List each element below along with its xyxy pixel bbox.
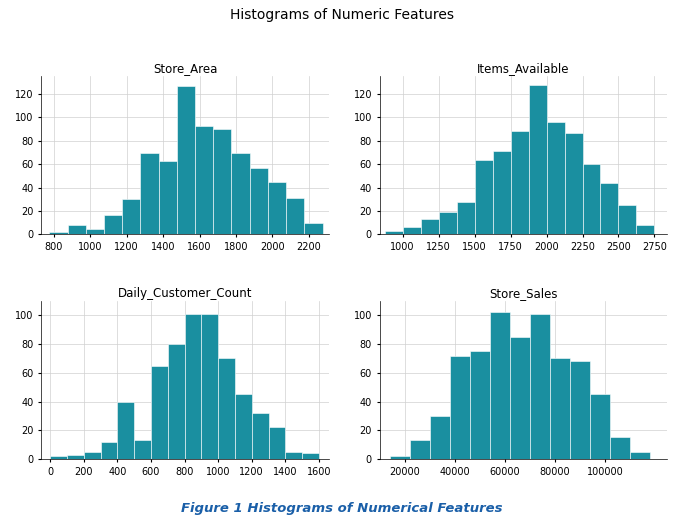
Bar [286,198,304,234]
Bar [122,199,140,234]
Bar [285,452,302,459]
Bar [101,442,118,459]
Bar [213,129,231,234]
Bar [185,314,201,459]
Bar [530,314,550,459]
Bar [195,126,213,234]
Bar [510,131,529,234]
Bar [269,427,285,459]
Bar [438,212,457,234]
Bar [457,202,475,234]
Title: Daily_Customer_Count: Daily_Customer_Count [118,287,252,300]
Bar [618,205,637,234]
Bar [134,440,151,459]
Bar [159,161,177,234]
Bar [601,183,618,234]
Title: Store_Area: Store_Area [153,62,218,75]
Bar [510,337,530,459]
Text: Histograms of Numeric Features: Histograms of Numeric Features [230,8,454,22]
Bar [168,344,185,459]
Bar [390,456,410,459]
Bar [151,366,168,459]
Bar [68,225,86,234]
Text: Figure 1 Histograms of Numerical Features: Figure 1 Histograms of Numerical Feature… [181,502,503,515]
Bar [84,452,101,459]
Bar [201,314,218,459]
Bar [177,86,195,234]
Bar [252,413,269,459]
Bar [410,440,430,459]
Bar [590,394,610,459]
Bar [104,214,122,234]
Bar [492,151,510,234]
Bar [218,358,235,459]
Bar [235,394,252,459]
Bar [403,228,421,234]
Bar [231,153,250,234]
Bar [550,358,570,459]
Bar [475,160,492,234]
Bar [302,453,319,459]
Bar [583,164,601,234]
Bar [490,312,510,459]
Bar [304,223,323,234]
Bar [250,168,268,234]
Bar [630,452,650,459]
Bar [118,402,134,459]
Bar [430,416,449,459]
Bar [637,225,655,234]
Bar [421,219,438,234]
Bar [564,133,583,234]
Bar [529,85,547,234]
Bar [86,229,104,234]
Bar [384,231,403,234]
Bar [547,122,564,234]
Bar [610,437,630,459]
Bar [449,356,470,459]
Bar [67,454,84,459]
Title: Items_Available: Items_Available [477,62,570,75]
Bar [51,456,67,459]
Bar [268,182,286,234]
Bar [49,232,68,234]
Title: Store_Sales: Store_Sales [489,287,557,300]
Bar [140,153,159,234]
Bar [570,361,590,459]
Bar [470,351,490,459]
